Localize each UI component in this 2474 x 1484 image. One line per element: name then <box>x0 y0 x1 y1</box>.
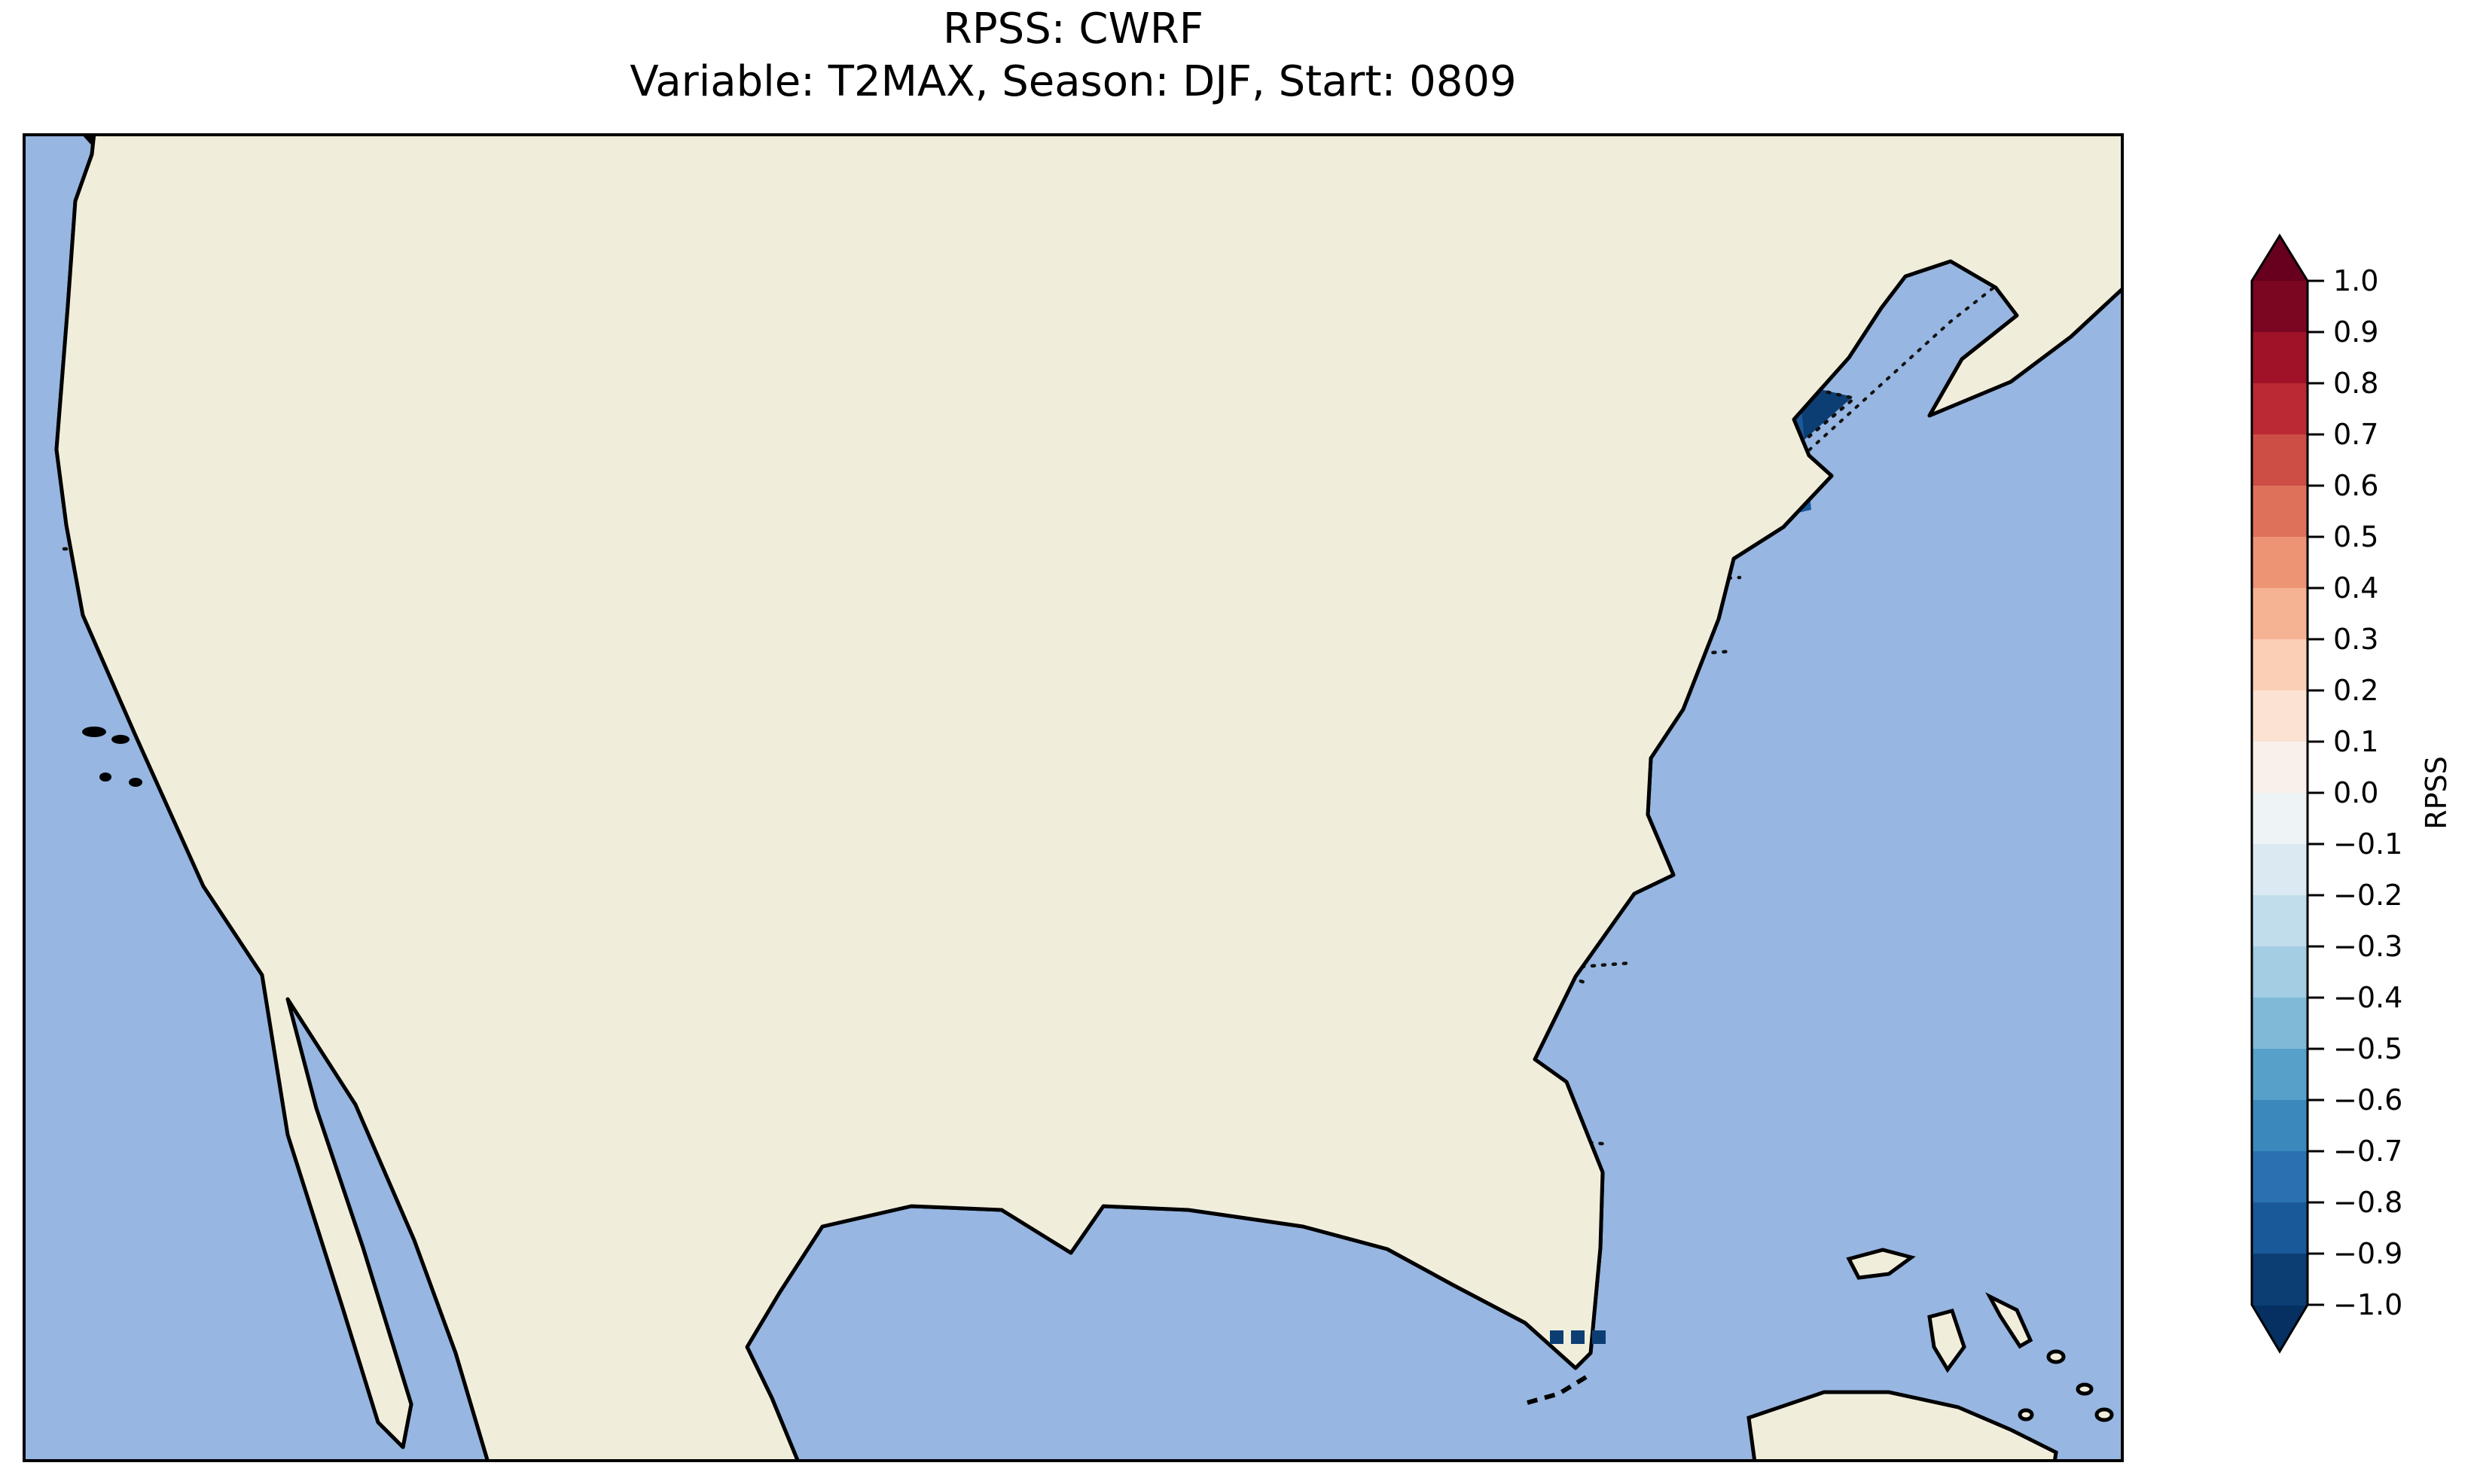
colorbar-tick-label: 0.3 <box>2333 623 2378 656</box>
colorbar-arrow-top <box>2252 236 2308 281</box>
colorbar-tick-label: 0.2 <box>2333 674 2378 707</box>
colorbar-outline <box>2250 233 2309 1354</box>
colorbar: 1.0 0.9 0.8 0.7 0.6 0.5 0.4 0.3 0.2 0.1 0.0 −0.1 −0.… <box>2146 188 2474 1438</box>
title-line-2: Variable: T2MAX, Season: DJF, Start: 080… <box>630 57 1517 106</box>
channel-islands <box>82 727 142 787</box>
colorbar-band <box>2252 383 2308 435</box>
colorbar-band <box>2252 588 2308 640</box>
cuba <box>1746 1390 2058 1462</box>
colorbar-tick-label: −0.1 <box>2333 827 2402 861</box>
colorbar-tick-label: 0.9 <box>2333 315 2378 349</box>
colorbar-band <box>2252 486 2308 538</box>
figure-title: RPSS: CWRF Variable: T2MAX, Season: DJF,… <box>23 3 2124 108</box>
map-axes <box>23 133 2124 1462</box>
colorbar-band <box>2252 434 2308 486</box>
colorbar-band <box>2252 998 2308 1050</box>
bahamas-cay <box>2046 1349 2066 1364</box>
dark-cell <box>328 246 403 359</box>
colorbar-tick-label: −0.5 <box>2333 1032 2402 1065</box>
island <box>82 727 106 737</box>
colorbar-band <box>2252 537 2308 589</box>
colorbar-tick-label: −0.2 <box>2333 879 2402 912</box>
colorbar-tick-label: 0.5 <box>2333 520 2378 553</box>
colorbar-tick-label: 0.4 <box>2333 571 2378 605</box>
island <box>129 778 142 787</box>
colorbar-tick-label: 0.7 <box>2333 418 2378 451</box>
small-lake <box>1086 183 1116 204</box>
colorbar-ticks: 1.0 0.9 0.8 0.7 0.6 0.5 0.4 0.3 0.2 0.1 0.0 −0.1 −0.… <box>2308 264 2402 1321</box>
caribbean-islands <box>1746 1248 2114 1462</box>
colorbar-band <box>2252 690 2308 742</box>
colorbar-band <box>2252 1049 2308 1101</box>
patch-tennessee <box>968 886 1077 980</box>
colorbar-band <box>2252 844 2308 896</box>
map-frame <box>23 133 2124 1462</box>
colorbar-arrow-bottom <box>2252 1305 2308 1351</box>
island <box>111 735 130 744</box>
colorbar-tick-label: −0.8 <box>2333 1186 2402 1219</box>
data-dot <box>1571 1330 1585 1344</box>
small-lake <box>779 167 803 182</box>
colorbar-tick-label: −0.4 <box>2333 981 2402 1014</box>
island <box>99 772 111 782</box>
bahamas-cay <box>2018 1408 2034 1422</box>
bahamas-grand-bahama <box>1846 1248 1916 1280</box>
map-svg <box>23 133 2124 1462</box>
data-dot <box>1550 1330 1563 1344</box>
colorbar-band <box>2252 1151 2308 1203</box>
colorbar-tick-label: 0.6 <box>2333 469 2378 502</box>
patch-north-washington <box>712 177 832 248</box>
colorbar-band <box>2252 742 2308 794</box>
small-lake <box>1472 215 1511 239</box>
small-lake <box>1579 154 1606 172</box>
colorbar-tick-label: −0.9 <box>2333 1237 2402 1270</box>
lake-shore-cells <box>1559 487 1604 532</box>
colorbar-bands <box>2252 236 2308 1351</box>
colorbar-band <box>2252 1254 2308 1306</box>
small-lake <box>871 138 929 171</box>
colorbar-tick-label: 0.1 <box>2333 725 2378 758</box>
patch-western-new-york <box>1619 438 1687 491</box>
patch-illinois-indiana <box>1295 555 1359 796</box>
colorbar-tick-label: −0.7 <box>2333 1135 2402 1168</box>
colorbar-band <box>2252 281 2308 333</box>
colorbar-axis-label: RPSS <box>2420 756 2453 830</box>
colorbar-tick-label: −1.0 <box>2333 1288 2402 1321</box>
dark-cell <box>429 427 505 498</box>
colorbar-band <box>2252 946 2308 998</box>
colorbar-svg: 1.0 0.9 0.8 0.7 0.6 0.5 0.4 0.3 0.2 0.1 0.0 −0.1 −0.… <box>2250 233 2453 1354</box>
colorbar-tick-label: 0.8 <box>2333 367 2378 400</box>
colorbar-band <box>2252 332 2308 384</box>
colorbar-tick-label: 1.0 <box>2333 264 2378 297</box>
patch-montana-small <box>1028 325 1066 363</box>
puget-sound-cells <box>433 178 520 246</box>
title-line-1: RPSS: CWRF <box>942 5 1204 53</box>
bahamas-eleuthera <box>1985 1292 2033 1349</box>
colorbar-tick-label: −0.3 <box>2333 930 2402 963</box>
bahamas-andros <box>1927 1308 1966 1373</box>
colorbar-band <box>2252 793 2308 845</box>
colorbar-band <box>2252 1202 2308 1254</box>
data-dot <box>1592 1330 1606 1344</box>
offshore-data-dots <box>1550 1330 1606 1344</box>
bahamas-cay <box>2076 1382 2094 1396</box>
colorbar-band <box>2252 1100 2308 1152</box>
colorbar-band <box>2252 639 2308 691</box>
colorbar-tick-label: 0.0 <box>2333 776 2378 809</box>
colorbar-band <box>2252 895 2308 947</box>
bahamas-cay <box>2094 1407 2114 1422</box>
colorbar-tick-label: −0.6 <box>2333 1083 2402 1117</box>
